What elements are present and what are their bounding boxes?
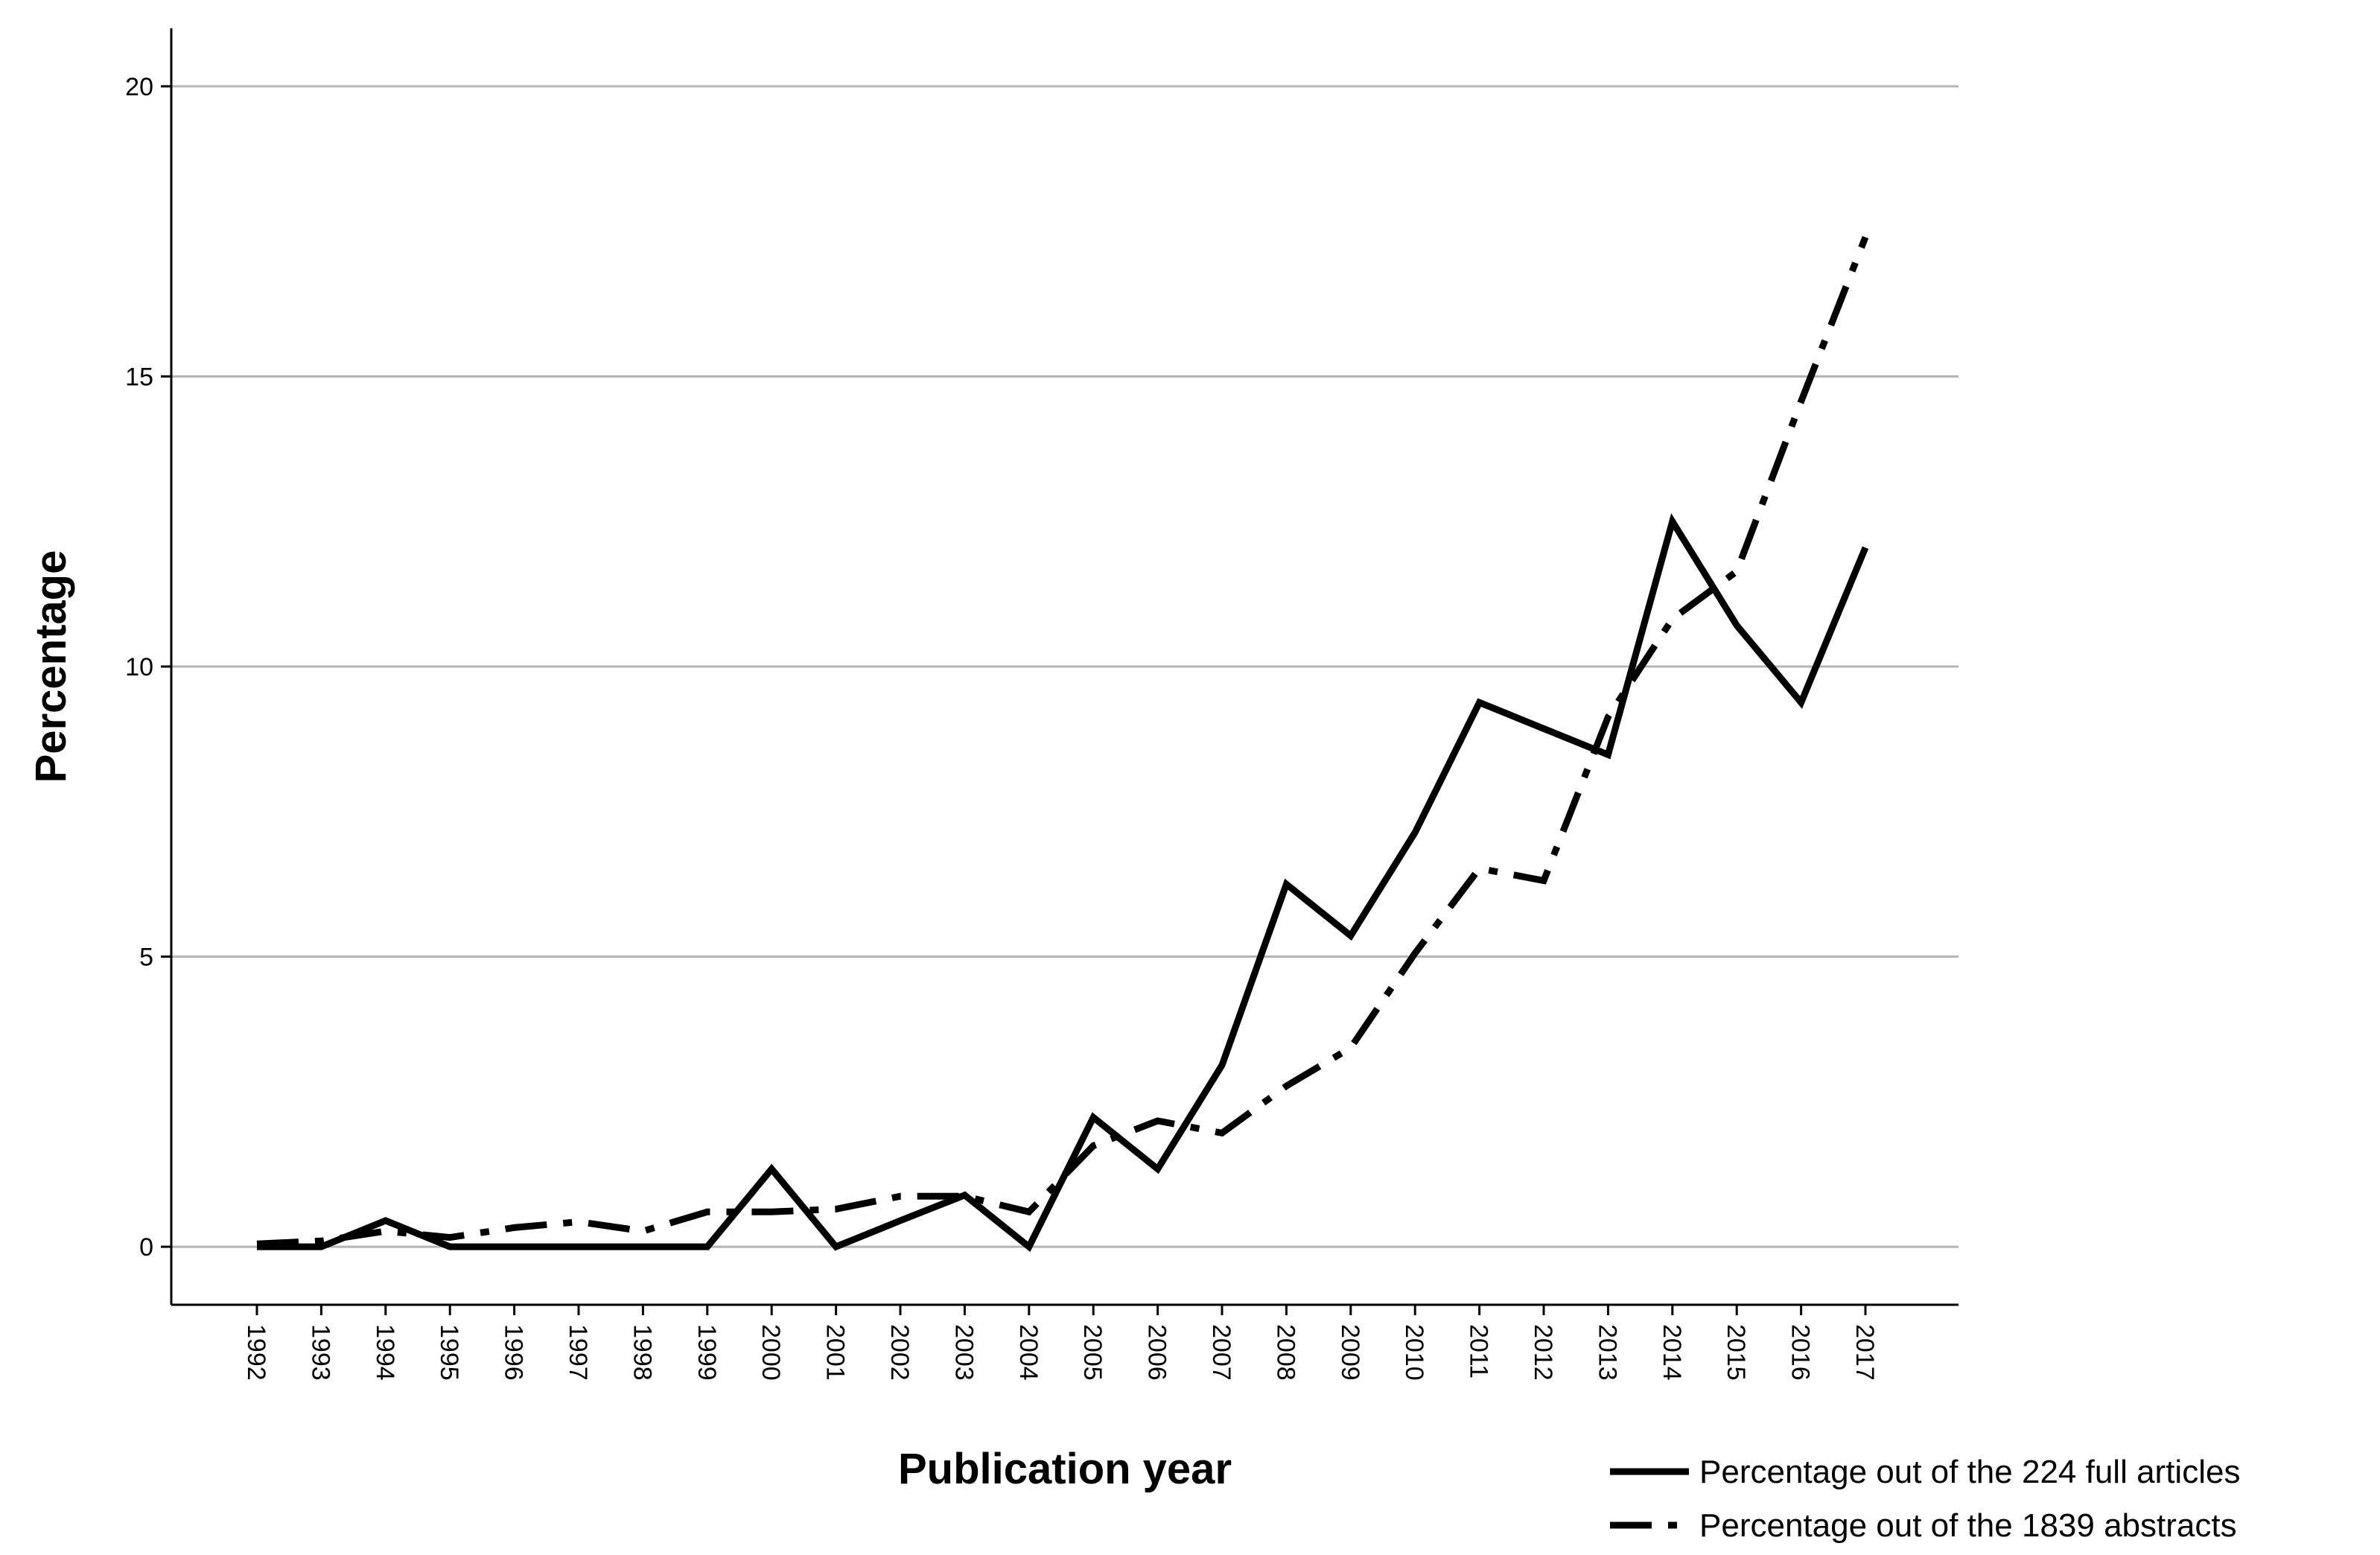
x-tick-label-2014: 2014 (1658, 1324, 1686, 1381)
x-tick-label-1997: 1997 (564, 1324, 592, 1381)
x-tick-labels: 1992 1993 1994 1995 1996 1997 1998 1999 2000 2001… (242, 1305, 1879, 1381)
x-tick-label-2007: 2007 (1207, 1324, 1235, 1381)
x-tick-label-2017: 2017 (1851, 1324, 1879, 1381)
y-tick-labels: 0 5 10 15 20 (125, 73, 171, 1262)
x-tick-label-1994: 1994 (371, 1324, 399, 1381)
series-line-0 (257, 513, 1869, 1253)
x-tick-label-2013: 2013 (1593, 1324, 1621, 1381)
y-tick-label-20: 20 (125, 73, 153, 101)
x-tick-label-1992: 1992 (242, 1324, 270, 1381)
x-tick-label-2005: 2005 (1078, 1324, 1107, 1381)
x-tick-label-2016: 2016 (1786, 1324, 1815, 1381)
x-tick-label-2011: 2011 (1465, 1324, 1493, 1378)
y-tick-label-5: 5 (139, 944, 153, 972)
x-tick-label-2009: 2009 (1336, 1324, 1364, 1381)
x-tick-label-2000: 2000 (757, 1324, 785, 1381)
y-tick-label-15: 15 (125, 363, 153, 391)
x-tick-label-2015: 2015 (1722, 1324, 1750, 1381)
x-tick-label-2004: 2004 (1014, 1324, 1043, 1381)
x-tick-label-1999: 1999 (693, 1324, 721, 1381)
x-tick-label-2003: 2003 (949, 1324, 978, 1381)
x-tick-label-2010: 2010 (1400, 1324, 1428, 1381)
legend: Percentage out of the 224 full articles … (1610, 1454, 2240, 1544)
series-line-1 (256, 235, 1869, 1247)
legend-label-full-articles: Percentage out of the 224 full articles (1699, 1454, 2240, 1490)
y-tick-label-0: 0 (139, 1233, 153, 1262)
x-tick-label-2008: 2008 (1271, 1324, 1299, 1381)
y-axis-title: Percentage (27, 550, 75, 783)
x-tick-label-1995: 1995 (435, 1324, 463, 1381)
x-tick-label-2012: 2012 (1529, 1324, 1557, 1381)
x-axis-title: Publication year (898, 1445, 1232, 1493)
x-tick-label-1996: 1996 (500, 1324, 528, 1381)
x-tick-label-2001: 2001 (821, 1324, 850, 1381)
x-tick-label-1998: 1998 (628, 1324, 656, 1381)
y-tick-label-10: 10 (125, 653, 153, 681)
x-tick-label-1993: 1993 (306, 1324, 334, 1381)
gridlines (171, 85, 1959, 1248)
legend-label-abstracts: Percentage out of the 1839 abstracts (1699, 1507, 2237, 1544)
x-tick-label-2002: 2002 (885, 1324, 914, 1381)
series-lines (256, 235, 1869, 1253)
x-tick-label-2006: 2006 (1143, 1324, 1171, 1381)
